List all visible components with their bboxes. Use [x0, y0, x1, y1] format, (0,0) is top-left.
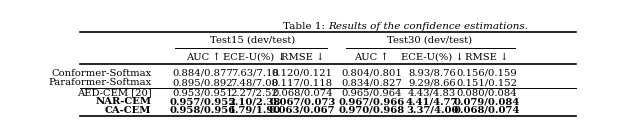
Text: Results of the confidence estimations.: Results of the confidence estimations.	[328, 22, 528, 31]
Text: 2.27/2.52: 2.27/2.52	[230, 88, 278, 97]
Text: ECE-U(%) ↓: ECE-U(%) ↓	[401, 53, 463, 62]
Text: 0.895/0.892: 0.895/0.892	[173, 78, 234, 87]
Text: 0.884/0.877: 0.884/0.877	[173, 68, 234, 78]
Text: 3.37/4.00: 3.37/4.00	[406, 106, 458, 115]
Text: 1.79/1.90: 1.79/1.90	[228, 106, 281, 115]
Text: 0.967/0.966: 0.967/0.966	[339, 97, 404, 106]
Text: 7.48/7.08: 7.48/7.08	[230, 78, 278, 87]
Text: 7.63/7.18: 7.63/7.18	[230, 68, 278, 78]
Text: 0.067/0.073: 0.067/0.073	[269, 97, 335, 106]
Text: 0.068/0.074: 0.068/0.074	[454, 106, 520, 115]
Text: ECE-U(%) ↓: ECE-U(%) ↓	[223, 53, 286, 62]
Text: 4.41/4.77: 4.41/4.77	[406, 97, 458, 106]
Text: CA-CEM: CA-CEM	[105, 106, 152, 115]
Text: RMSE ↓: RMSE ↓	[465, 53, 508, 62]
Text: 0.834/0.827: 0.834/0.827	[341, 78, 402, 87]
Text: 0.957/0.955: 0.957/0.955	[170, 97, 236, 106]
Text: NAR-CEM: NAR-CEM	[95, 97, 152, 106]
Text: Test30 (dev/test): Test30 (dev/test)	[387, 36, 472, 45]
Text: 0.156/0.159: 0.156/0.159	[456, 68, 517, 78]
Text: Paraformer-Softmax: Paraformer-Softmax	[48, 78, 152, 87]
Text: AED-CEM [20]: AED-CEM [20]	[77, 88, 152, 97]
Text: 0.804/0.801: 0.804/0.801	[341, 68, 402, 78]
Text: 0.068/0.074: 0.068/0.074	[272, 88, 333, 97]
Text: Table 1:: Table 1:	[283, 22, 328, 31]
Text: 8.93/8.76: 8.93/8.76	[408, 68, 456, 78]
Text: Conformer-Softmax: Conformer-Softmax	[51, 68, 152, 78]
Text: AUC ↑: AUC ↑	[355, 53, 389, 62]
Text: 9.29/8.66: 9.29/8.66	[408, 78, 456, 87]
Text: 0.953/0.951: 0.953/0.951	[173, 88, 234, 97]
Text: 0.063/0.067: 0.063/0.067	[269, 106, 335, 115]
Text: 0.117/0.118: 0.117/0.118	[271, 78, 333, 87]
Text: 0.151/0.152: 0.151/0.152	[456, 78, 517, 87]
Text: 4.43/4.83: 4.43/4.83	[408, 88, 456, 97]
Text: RMSE ↓: RMSE ↓	[280, 53, 324, 62]
Text: 0.965/0.964: 0.965/0.964	[341, 88, 402, 97]
Text: AUC ↑: AUC ↑	[186, 53, 220, 62]
Text: Test15 (dev/test): Test15 (dev/test)	[210, 36, 295, 45]
Text: 0.120/0.121: 0.120/0.121	[272, 68, 333, 78]
Text: 0.080/0.084: 0.080/0.084	[456, 88, 517, 97]
Text: 0.970/0.968: 0.970/0.968	[339, 106, 404, 115]
Text: 2.10/2.38: 2.10/2.38	[228, 97, 281, 106]
Text: 0.958/0.956: 0.958/0.956	[170, 106, 236, 115]
Text: 0.079/0.084: 0.079/0.084	[454, 97, 520, 106]
